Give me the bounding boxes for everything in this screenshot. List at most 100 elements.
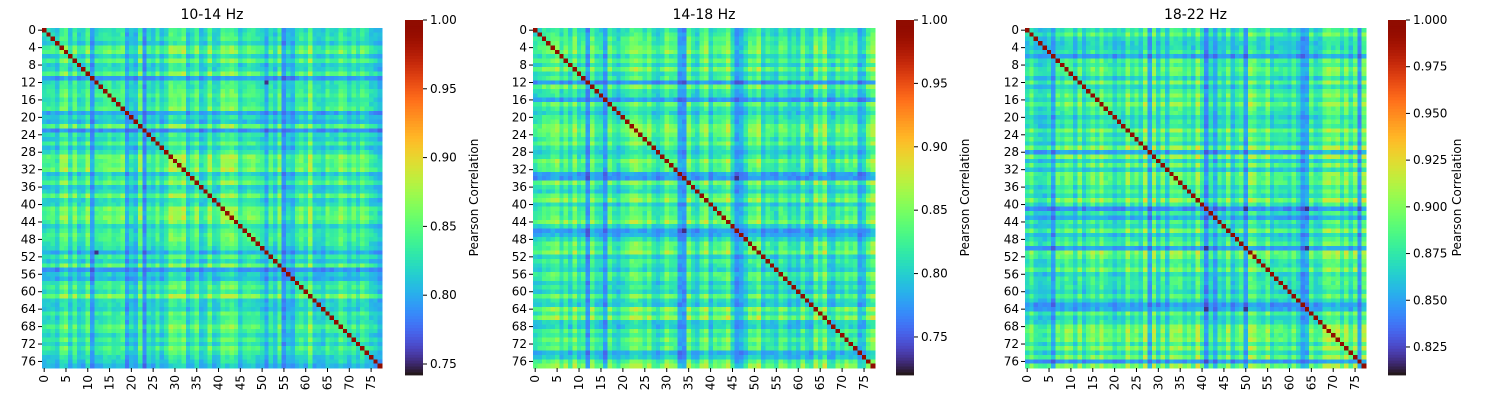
heatmap-cell — [194, 245, 200, 251]
heatmap-cell — [207, 302, 213, 308]
heatmap-cell — [116, 36, 121, 42]
heatmap-cell — [377, 41, 383, 46]
heatmap-cell — [277, 128, 283, 133]
heatmap-cell — [98, 54, 104, 59]
heatmap-cell — [281, 184, 287, 190]
heatmap-cell — [168, 84, 174, 90]
heatmap-cell — [81, 298, 86, 303]
heatmap-cell — [76, 97, 82, 103]
heatmap-cell — [233, 28, 239, 33]
heatmap-cell — [103, 176, 108, 181]
heatmap-cell — [277, 219, 283, 225]
heatmap-cell — [238, 41, 243, 46]
heatmap-cell — [181, 75, 187, 81]
heatmap-cell — [124, 102, 130, 107]
heatmap-cell — [373, 272, 378, 277]
heatmap-cell — [351, 102, 357, 107]
heatmap-cell — [329, 62, 335, 68]
heatmap-cell — [373, 84, 378, 90]
heatmap-cell — [233, 163, 239, 168]
heatmap-cell — [299, 293, 304, 299]
heatmap-cell — [94, 176, 100, 181]
heatmap-cell — [303, 211, 309, 216]
heatmap-cell — [181, 293, 187, 299]
heatmap-cell — [129, 128, 134, 133]
heatmap-cell — [194, 97, 200, 103]
heatmap-cell — [107, 145, 113, 151]
heatmap-cell — [281, 49, 287, 55]
heatmap-cell — [172, 71, 178, 77]
heatmap-cell — [377, 198, 383, 203]
heatmap-cell — [338, 167, 344, 173]
heatmap-cell — [303, 97, 309, 103]
heatmap-cell — [133, 171, 139, 177]
heatmap-cell — [207, 193, 213, 199]
heatmap-cell — [312, 298, 317, 303]
heatmap-cell — [229, 128, 235, 133]
heatmap-cell — [111, 106, 117, 112]
heatmap-cell — [277, 110, 283, 116]
heatmap-cell — [312, 75, 317, 81]
heatmap-cell — [299, 171, 304, 177]
heatmap-cell — [142, 119, 147, 125]
heatmap-cell — [251, 75, 256, 81]
heatmap-cell — [46, 28, 52, 33]
heatmap-cell — [124, 119, 130, 125]
heatmap-cell — [220, 62, 226, 68]
heatmap-cell — [155, 184, 161, 190]
heatmap-cell — [246, 84, 252, 90]
heatmap-cell — [225, 298, 230, 303]
heatmap-cell — [50, 280, 56, 286]
heatmap-cell — [320, 176, 326, 181]
heatmap-cell — [116, 224, 121, 229]
heatmap-cell — [111, 193, 117, 199]
heatmap-cell — [242, 36, 248, 42]
heatmap-cell — [286, 123, 291, 129]
heatmap-cell — [277, 115, 283, 120]
heatmap-cell — [146, 289, 152, 295]
heatmap-cell — [216, 250, 222, 256]
heatmap-cell — [355, 163, 361, 168]
heatmap-cell — [268, 180, 274, 186]
heatmap-cell — [325, 202, 331, 208]
heatmap-cell — [255, 93, 261, 99]
heatmap-cell — [307, 259, 313, 264]
heatmap-cell — [198, 224, 204, 229]
heatmap-cell — [129, 167, 134, 173]
heatmap-cell — [334, 211, 339, 216]
heatmap-cell — [98, 141, 104, 147]
heatmap-cell — [107, 263, 113, 269]
heatmap-cell — [177, 106, 182, 112]
heatmap-cell — [50, 154, 56, 160]
heatmap-cell — [303, 189, 309, 194]
heatmap-cell — [168, 298, 174, 303]
heatmap-cell — [342, 71, 348, 77]
heatmap-cell — [299, 97, 304, 103]
heatmap-cell — [177, 259, 182, 264]
heatmap-cell — [259, 298, 265, 303]
heatmap-cell — [50, 102, 56, 107]
heatmap-cell — [273, 84, 278, 90]
heatmap-cell — [50, 232, 56, 238]
heatmap-cell — [342, 228, 348, 234]
heatmap-cell — [212, 89, 217, 94]
heatmap-cell — [212, 280, 217, 286]
heatmap-cell — [334, 202, 339, 208]
heatmap-cell — [185, 45, 191, 51]
heatmap-cell — [329, 259, 335, 264]
heatmap-cell — [212, 54, 217, 59]
heatmap-cell — [194, 132, 200, 138]
heatmap-cell — [46, 45, 52, 51]
heatmap-cell — [120, 272, 126, 277]
heatmap-cell — [299, 106, 304, 112]
heatmap-cell — [111, 184, 117, 190]
heatmap-cell — [246, 241, 252, 247]
heatmap-cell — [203, 280, 208, 286]
heatmap-cell — [238, 71, 243, 77]
heatmap-cell — [294, 163, 300, 168]
heatmap-cell — [194, 58, 200, 64]
heatmap-cell — [242, 41, 248, 46]
heatmap-cell — [124, 163, 130, 168]
heatmap-cell — [312, 237, 317, 242]
heatmap-cell — [216, 58, 222, 64]
